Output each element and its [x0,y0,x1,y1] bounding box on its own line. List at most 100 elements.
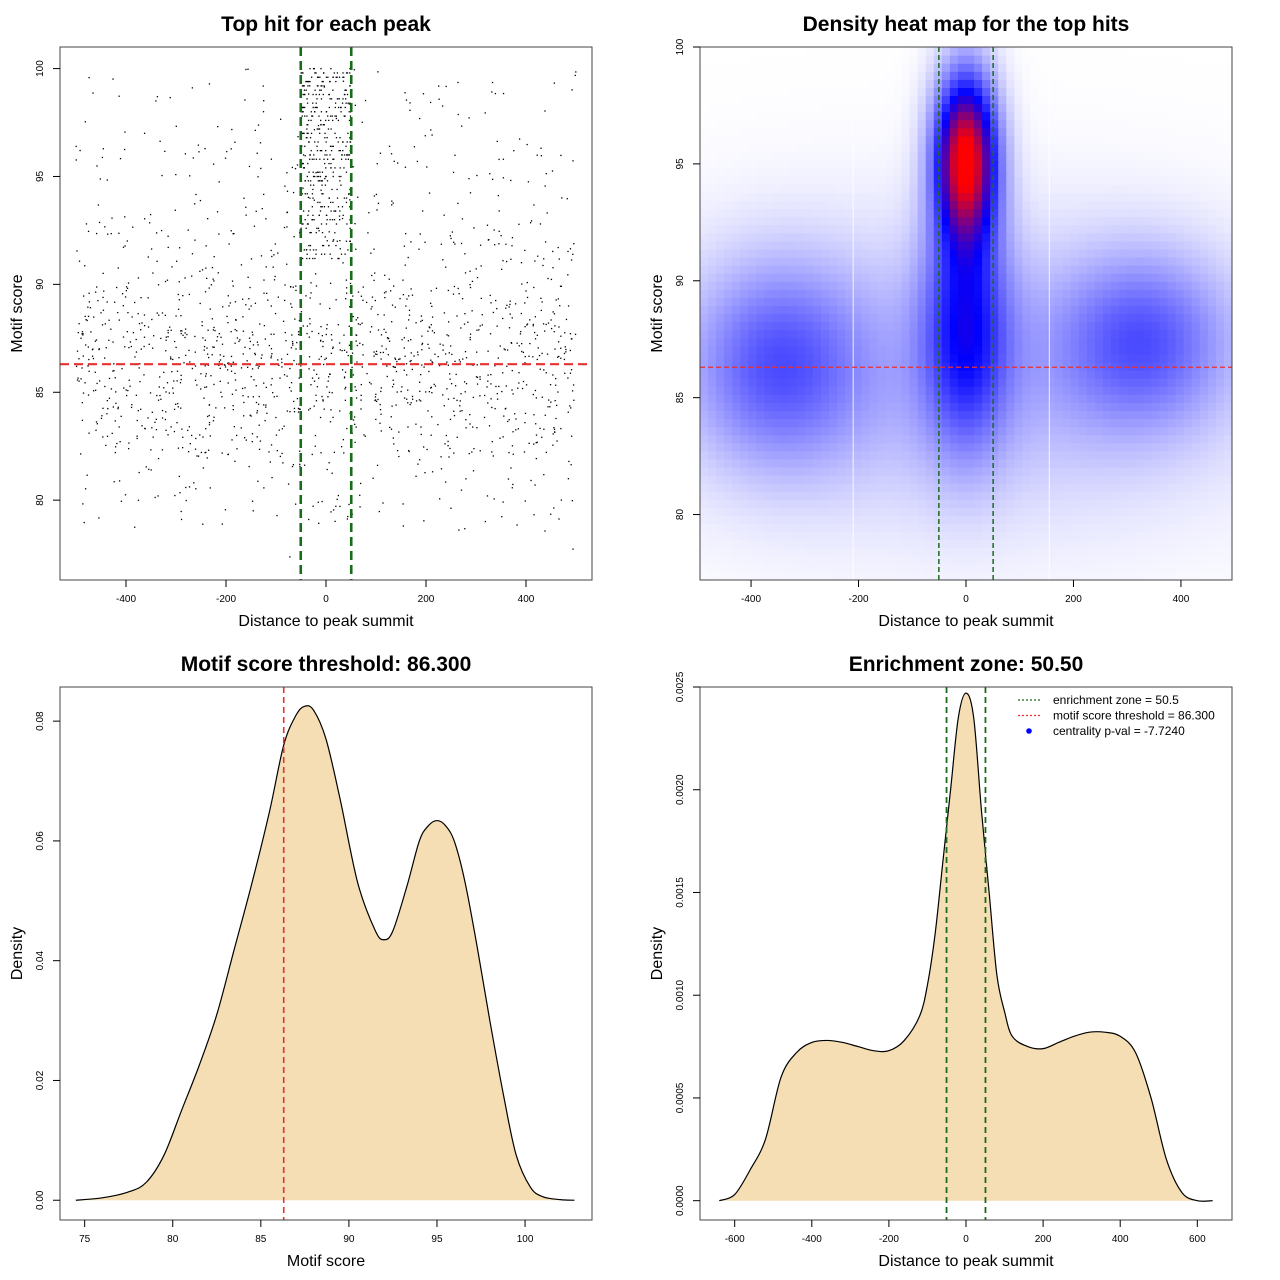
scatter-point [314,257,316,260]
heatmap-cell [1030,127,1040,137]
heatmap-cell [877,547,886,557]
heatmap-cell [756,127,766,137]
heatmap-cell [788,273,798,282]
heatmap-cell [780,160,790,169]
heatmap-cell [796,103,806,113]
heatmap-cell [1014,135,1024,145]
heatmap-cell [780,208,790,218]
heatmap-cell [1022,539,1032,549]
heatmap-cell [772,232,782,242]
heatmap-cell [974,216,983,226]
heatmap-cell [957,378,967,387]
scatter-point [407,256,409,259]
heatmap-cell [917,329,927,339]
heatmap-cell [716,466,725,476]
heatmap-cell [917,184,927,193]
heatmap-cell [941,208,951,218]
heatmap-cell [788,240,798,250]
heatmap-cell [982,111,991,121]
heatmap-cell [820,160,830,169]
scatter-point [304,115,306,117]
heatmap-cell [845,135,854,145]
heatmap-cell [885,281,895,290]
heatmap-cell [828,450,838,460]
scatter-point [533,204,535,206]
heatmap-cell [925,361,935,371]
scatter-point [420,315,423,317]
heatmap-cell [990,192,999,202]
heatmap-cell [804,160,814,169]
heatmap-cell [796,337,806,347]
heatmap-cell [700,539,709,549]
heatmap-cell [837,216,846,226]
heatmap-cell [990,135,999,145]
scatter-point [315,253,317,255]
heatmap-cell [820,256,830,266]
heatmap-cell [861,353,870,363]
heatmap-cell [732,192,741,202]
scatter-point [560,154,562,157]
scatter-point [167,329,169,332]
heatmap-cell [732,289,741,298]
heatmap-cell [917,394,927,403]
heatmap-cell [772,499,782,508]
heatmap-cell [796,135,806,145]
heatmap-cell [853,434,862,444]
heatmap-cell [740,289,749,298]
heatmap-cell [1022,103,1032,113]
scatter-point [270,355,273,357]
scatter-point [332,347,334,350]
scatter-point [456,315,458,317]
scatter-point [298,377,300,379]
heatmap-cell [901,127,911,137]
scatter-point [371,306,373,308]
heatmap-cell [998,386,1007,395]
heatmap-cell [1022,571,1032,580]
heatmap-cell [917,321,927,331]
scatter-point [201,321,203,323]
heatmap-cell [917,289,927,298]
heatmap-cell [1006,507,1015,516]
heatmap-cell [812,151,822,161]
scatter-point [409,360,411,363]
scatter-point [150,248,153,250]
heatmap-cell [941,466,951,476]
scatter-point [233,426,236,428]
scatter-point [330,149,333,152]
heatmap-cell [845,353,854,363]
heatmap-cell [917,71,927,80]
scatter-point [317,175,320,178]
heatmap-cell [828,394,838,403]
heatmap-cell [756,143,766,153]
scatter-point [408,450,410,453]
heatmap-cell [861,370,870,379]
heatmap-cell [748,547,758,557]
heatmap-cell [917,515,927,525]
heatmap-cell [1006,426,1015,436]
heatmap-cell [893,337,903,347]
heatmap-cell [1046,426,1056,436]
heatmap-cell [716,475,725,484]
heatmap-cell [780,297,790,307]
scatter-point [460,242,463,245]
heatmap-cell [1030,160,1040,169]
heatmap-cell [1038,426,1048,436]
scatter-point [94,371,96,373]
heatmap-cell [957,160,967,169]
heatmap-cell [764,192,774,202]
heatmap-cell [812,232,822,242]
heatmap-cell [957,297,967,307]
heatmap-cell [764,273,774,282]
scatter-point [258,448,261,450]
heatmap-cell [804,289,814,298]
scatter-point [349,141,352,143]
heatmap-cell [1014,111,1024,121]
scatter-point [207,449,210,451]
heatmap-cell [861,160,870,169]
heatmap-cell [700,337,709,347]
heatmap-cell [772,483,782,492]
heatmap-cell [1054,216,1064,226]
heatmap-cell [1038,523,1048,533]
heatmap-cell [700,119,709,129]
scatter-ytick-label: 90 [35,278,46,290]
